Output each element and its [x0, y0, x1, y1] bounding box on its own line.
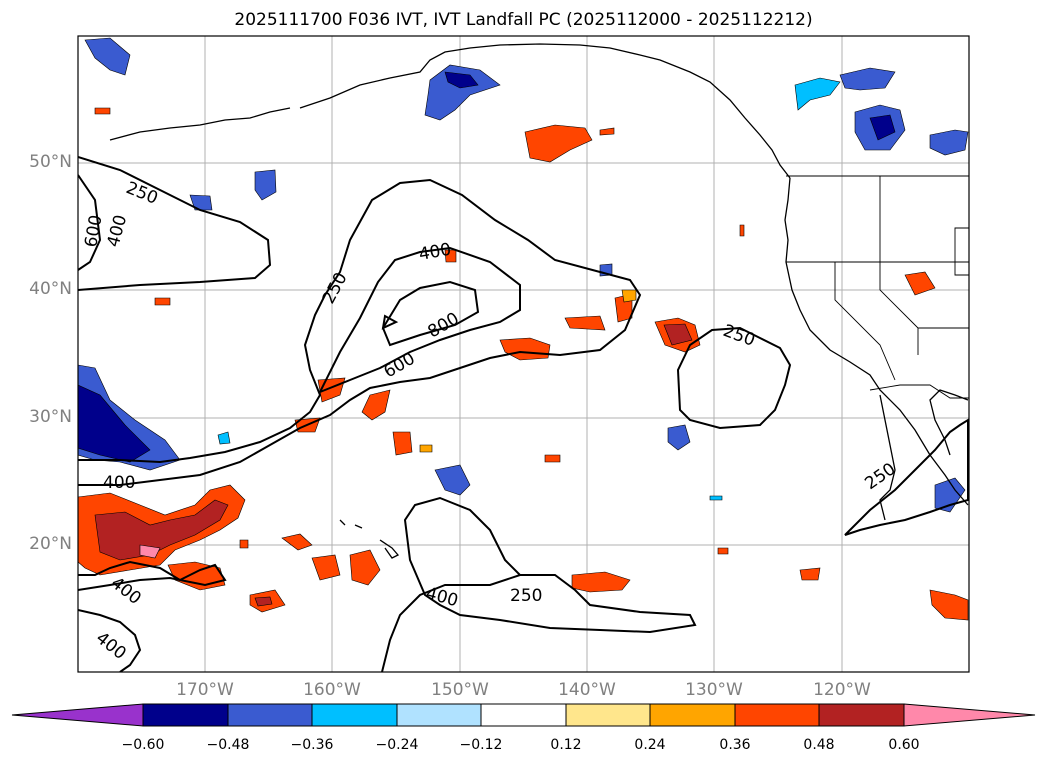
contour-label: 250	[319, 269, 352, 307]
contour-label: 250	[123, 178, 161, 209]
lon-label: 150°W	[431, 680, 489, 700]
colorbar-tick-label: −0.48	[206, 737, 250, 753]
colorbar-tick-label: 0.12	[550, 737, 582, 753]
contour-label: 400	[92, 628, 130, 664]
colorbar-tick-label: 0.24	[634, 737, 666, 753]
graticule	[78, 36, 969, 672]
contour-label-group: 250 400 600 250 400 600 800 250 400 400 …	[81, 178, 899, 664]
colorbar-tick-label: −0.12	[459, 737, 503, 753]
map-title: 2025111700 F036 IVT, IVT Landfall PC (20…	[234, 10, 813, 30]
colorbar-tick-label: −0.24	[375, 737, 419, 753]
lon-label: 170°W	[176, 680, 234, 700]
colorbar-extend-low	[11, 703, 144, 727]
lon-label: 130°W	[685, 680, 743, 700]
lon-label: 160°W	[303, 680, 361, 700]
contour-label: 400	[103, 473, 135, 493]
colorbar	[11, 703, 1036, 727]
colorbar-tick-label: 0.36	[719, 737, 751, 753]
lat-label: 50°N	[29, 152, 72, 172]
negative-pc-patches	[78, 37, 969, 513]
lon-label: 140°W	[558, 680, 616, 700]
colorbar-tick-label: 0.48	[803, 737, 835, 753]
colorbar-tick-label: 0.60	[888, 737, 920, 753]
contour-label: 600	[381, 349, 419, 383]
coastlines	[109, 43, 969, 559]
colorbar-tick-label: −0.60	[121, 737, 165, 753]
colorbar-tick-label: −0.36	[290, 737, 334, 753]
contour-label: 250	[510, 586, 542, 606]
colorbar-extend-high	[903, 703, 1036, 727]
lon-label: 120°W	[813, 680, 871, 700]
contour-label: 400	[104, 213, 132, 250]
contour-label: 400	[424, 584, 461, 612]
lat-label: 20°N	[29, 534, 72, 554]
contour-label: 800	[425, 309, 463, 343]
boundaries	[786, 175, 969, 399]
contour-label: 250	[720, 321, 757, 351]
lat-label: 40°N	[29, 279, 72, 299]
ivt-contours	[78, 156, 969, 672]
map-frame	[77, 35, 970, 673]
contour-label: 400	[107, 573, 145, 609]
lat-label: 30°N	[29, 407, 72, 427]
positive-pc-patches	[78, 107, 969, 621]
